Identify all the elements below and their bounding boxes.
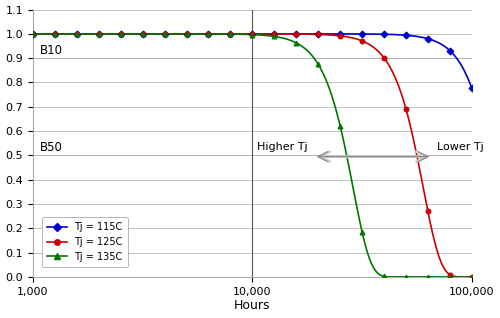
Text: B50: B50 xyxy=(40,141,62,154)
Text: B10: B10 xyxy=(40,44,62,57)
X-axis label: Hours: Hours xyxy=(234,300,270,313)
Text: Lower Tj: Lower Tj xyxy=(436,142,484,152)
Legend: Tj = 115C, Tj = 125C, Tj = 135C: Tj = 115C, Tj = 125C, Tj = 135C xyxy=(42,217,127,267)
Text: Higher Tj: Higher Tj xyxy=(256,142,308,152)
